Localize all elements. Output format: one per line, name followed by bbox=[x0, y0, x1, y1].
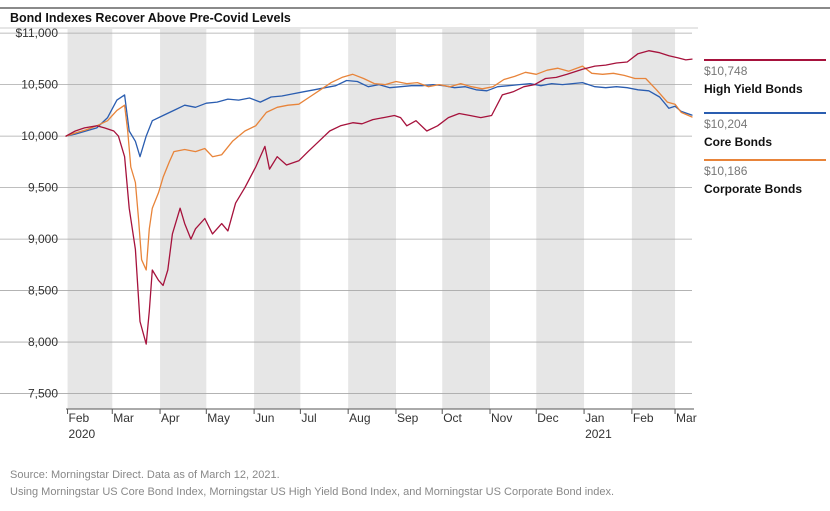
series-line-corporate-bonds bbox=[65, 65, 693, 271]
x-tick-label: Oct bbox=[443, 411, 462, 425]
x-tick-label: Jun bbox=[255, 411, 274, 425]
month-band-3 bbox=[348, 28, 396, 409]
month-band-0 bbox=[67, 28, 113, 409]
x-tick-label: Nov bbox=[491, 411, 512, 425]
month-bands bbox=[67, 28, 676, 409]
index-note: Using Morningstar US Core Bond Index, Mo… bbox=[10, 486, 614, 498]
y-tick-label: 8,000 bbox=[28, 335, 58, 349]
y-tick-label: 9,500 bbox=[28, 181, 58, 195]
x-tick-label: May bbox=[207, 411, 230, 425]
legend-value-corporate-bonds: $10,186 bbox=[704, 164, 748, 178]
x-year-label: 2021 bbox=[585, 427, 612, 441]
x-tick-label: Jul bbox=[301, 411, 316, 425]
x-tick-label: Mar bbox=[113, 411, 134, 425]
month-band-2 bbox=[254, 28, 301, 409]
x-tick-label: Aug bbox=[349, 411, 370, 425]
x-tick-label: Feb bbox=[633, 411, 654, 425]
y-tick-label: 7,500 bbox=[28, 387, 58, 401]
x-tick-label: Apr bbox=[161, 411, 180, 425]
y-axis: $11,000 10,500 10,000 9,500 9,000 8,500 8,000 7… bbox=[16, 26, 59, 400]
x-year-label: 2020 bbox=[69, 427, 96, 441]
month-band-4 bbox=[442, 28, 491, 409]
x-tick-label: Feb bbox=[69, 411, 90, 425]
gridlines bbox=[0, 32, 692, 394]
x-tick-label: Dec bbox=[537, 411, 558, 425]
x-tick-label: Mar bbox=[676, 411, 697, 425]
y-tick-label: 8,500 bbox=[28, 284, 58, 298]
legend-label-corporate-bonds: Corporate Bonds bbox=[704, 182, 802, 196]
x-tick-label: Jan bbox=[585, 411, 604, 425]
x-tick-label: Sep bbox=[397, 411, 419, 425]
y-tick-label: 10,000 bbox=[21, 129, 58, 143]
legend-value-core-bonds: $10,204 bbox=[704, 117, 748, 131]
month-band-5 bbox=[536, 28, 585, 409]
source-note: Source: Morningstar Direct. Data as of M… bbox=[10, 469, 280, 481]
legend-value-high-yield-bonds: $10,748 bbox=[704, 64, 748, 78]
y-tick-label: $11,000 bbox=[16, 26, 59, 40]
y-tick-label: 9,000 bbox=[28, 232, 58, 246]
chart-title: Bond Indexes Recover Above Pre-Covid Lev… bbox=[10, 11, 291, 25]
y-tick-label: 10,500 bbox=[21, 78, 58, 92]
series-line-high-yield-bonds bbox=[65, 50, 693, 345]
legend-label-core-bonds: Core Bonds bbox=[704, 135, 772, 149]
series-lines bbox=[65, 50, 693, 345]
legend-label-high-yield-bonds: High Yield Bonds bbox=[704, 82, 803, 96]
x-axis: Feb 2020 Mar Apr May Jun Jul Aug Sep Oct Nov Dec Jan… bbox=[66, 408, 697, 441]
month-band-6 bbox=[631, 28, 676, 409]
legend: $10,748 High Yield Bonds $10,204 Core Bonds… bbox=[704, 59, 826, 196]
series-line-core-bonds bbox=[65, 79, 693, 158]
